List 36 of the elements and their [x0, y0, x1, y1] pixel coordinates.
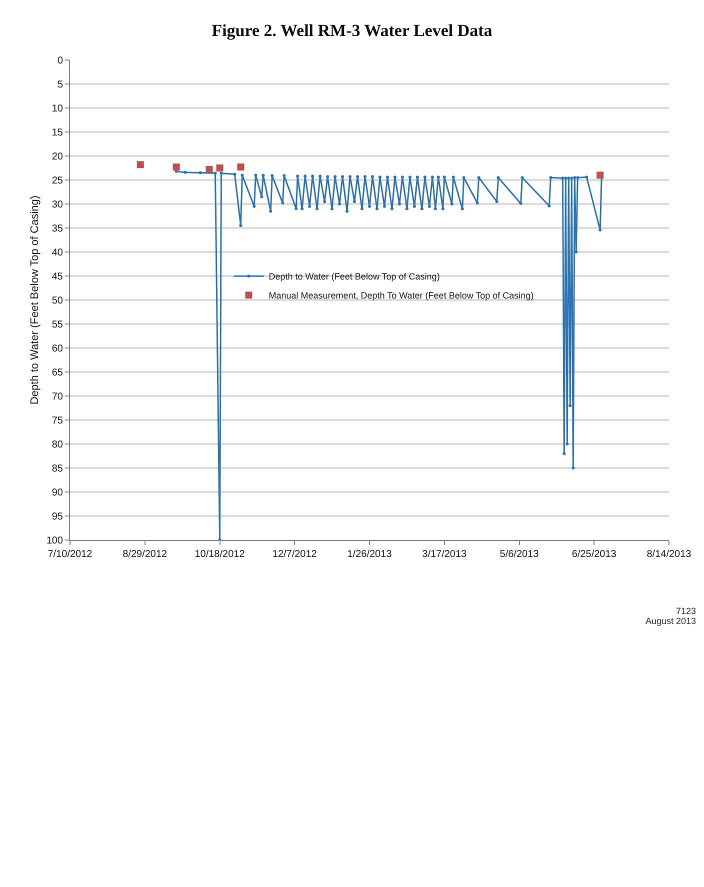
chart-title: Figure 2. Well RM-3 Water Level Data [212, 20, 493, 40]
x-tick-label: 3/17/2013 [422, 549, 468, 560]
y-tick-label: 15 [52, 128, 64, 138]
y-tick-label: 70 [52, 392, 64, 402]
y-tick-label: 50 [52, 296, 64, 306]
x-tick-label: 7/10/2012 [48, 549, 93, 560]
legend-label: Depth to Water (Feet Below Top of Casing) [268, 272, 440, 282]
y-tick-label: 45 [52, 272, 64, 282]
y-tick-label: 75 [52, 416, 64, 426]
x-tick-label: 12/7/2012 [272, 549, 318, 560]
y-tick-label: 20 [52, 152, 64, 162]
x-tick-label: 6/25/2013 [572, 549, 617, 560]
legend-label: Manual Measurement, Depth To Water (Feet Below Top of Casing) [268, 290, 534, 301]
x-tick-label: 8/14/2013 [646, 549, 692, 560]
y-tick-label: 80 [52, 440, 64, 450]
x-tick-label: 10/18/2012 [194, 549, 246, 560]
x-tick-label: 1/26/2013 [347, 549, 392, 560]
y-tick-label: 85 [52, 464, 64, 474]
y-tick-label: 5 [57, 80, 64, 90]
y-tick-label: 10 [52, 104, 64, 114]
y-tick-label: 25 [52, 176, 64, 186]
y-tick-label: 35 [52, 224, 64, 234]
text: August 2013 [645, 616, 696, 626]
y-tick-label: 90 [52, 488, 64, 498]
y-tick-label: 40 [52, 248, 64, 258]
y-tick-label: 60 [52, 344, 64, 354]
y-tick-label: 100 [46, 536, 64, 546]
y-tick-label: 95 [52, 512, 64, 522]
y-tick-label: 30 [52, 200, 64, 210]
x-tick-label: 8/29/2012 [122, 549, 168, 560]
y-tick-label: 0 [57, 56, 64, 66]
x-tick-label: 5/6/2013 [500, 549, 540, 560]
y-tick-label: 65 [52, 368, 64, 378]
y-axis-title: Depth to Water (Feet Below Top of Casing) [29, 195, 41, 405]
text: 7123 [674, 606, 696, 616]
y-tick-label: 55 [52, 320, 64, 330]
